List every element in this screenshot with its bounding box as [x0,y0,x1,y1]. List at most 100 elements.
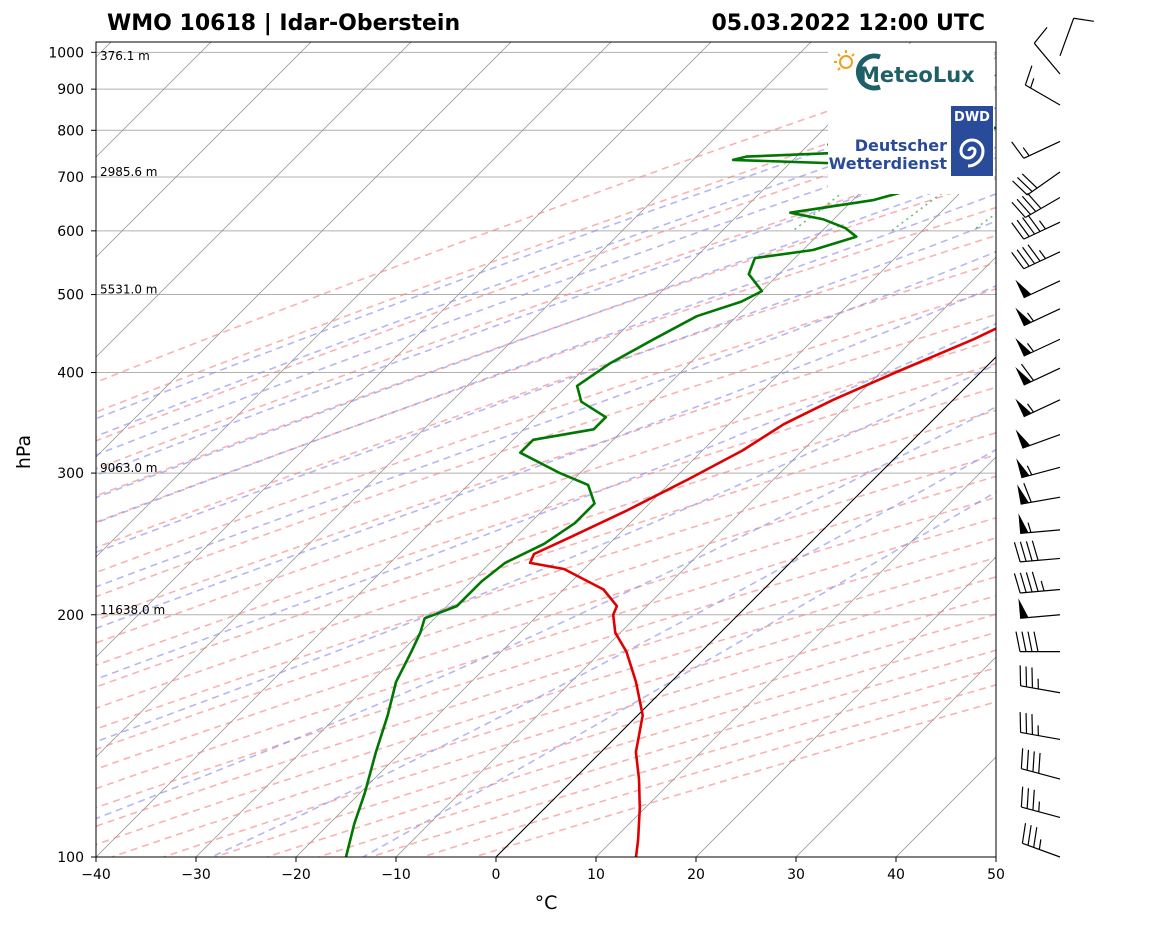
isotherm-gridline [96,42,412,358]
dry-adiabat [266,631,996,857]
x-tick-label: −10 [381,867,411,883]
isotherm-gridline [96,42,612,558]
wind-barb [1021,823,1061,858]
x-tick-label: −40 [81,867,111,883]
wind-barb [1015,307,1061,327]
wind-barb [1013,571,1061,594]
series-layer [344,126,996,857]
dry-adiabat [214,613,996,857]
height-label: 11638.0 m [100,603,165,617]
moist-adiabat [96,322,996,681]
wind-barb [1015,398,1061,418]
wind-barb [1020,786,1061,818]
dwd-logo: DWD Deutscher Wetterdienst [829,106,993,176]
wind-barb [1012,171,1061,196]
chart-title-datetime: 05.03.2022 12:00 UTC [711,11,985,36]
x-tick-label: −30 [181,867,211,883]
y-tick-label: 900 [57,82,84,98]
wind-barb [1011,192,1061,219]
x-tick-label: 20 [687,867,705,883]
wind-barb [1024,65,1061,106]
temperature-profile-line [528,327,996,857]
height-label: 5531.0 m [100,283,158,297]
wind-barb [1011,140,1061,159]
wind-barb [1018,513,1061,534]
height-label: 2985.6 m [100,165,158,179]
mixing-ratio-line [1153,42,1160,231]
dewpoint-profile-line [344,126,996,857]
dry-adiabat [96,234,996,549]
moist-adiabat [96,220,996,554]
dry-adiabat [96,537,996,828]
y-tick-label: 1000 [48,45,84,61]
wind-barb [1011,214,1061,240]
y-tick-label: 400 [57,366,84,382]
wind-barb [1015,363,1061,386]
isotherm-gridline [96,42,712,658]
wind-barb [1019,712,1061,741]
isotherm-gridline [695,556,996,857]
dwd-name-line1: Deutscher [855,136,947,155]
y-tick-label: 300 [57,466,84,482]
dry-adiabat [473,701,996,857]
wind-barb [1015,631,1060,653]
isotherm-gridline [595,456,996,857]
isotherm-gridline [96,42,512,458]
dwd-spiral-icon [959,138,985,168]
y-tick-label: 800 [57,123,84,139]
height-labels: 11638.0 m 9063.0 m 5531.0 m 2985.6 m 376.1 m [100,49,165,617]
mixing-ratio-line [1089,42,1160,231]
y-axis-label: hPa [13,435,35,469]
dry-adiabat [96,386,996,688]
moist-adiabat [211,448,996,857]
wind-barb [1016,458,1061,479]
dry-adiabat [96,288,996,598]
dwd-badge-text: DWD [954,110,990,125]
zero-isotherm [495,356,996,857]
moist-adiabat [96,363,996,743]
moist-adiabat [96,106,996,438]
sun-icon [834,50,855,71]
meteolux-swoosh-icon [856,53,881,91]
wind-barb [1015,429,1061,449]
isotherm-gridline [96,42,912,857]
dry-adiabat [96,117,996,442]
dry-adiabat [370,666,996,857]
dwd-name-line2: Wetterdienst [829,154,948,173]
y-tick-label: 700 [57,170,84,186]
wind-barb [1017,483,1061,505]
mixing-ratio-line [972,212,996,232]
wind-barb [1015,338,1061,357]
moist-adiabat [96,146,996,477]
dry-adiabat [96,409,996,710]
wind-barb [1011,244,1061,270]
dry-adiabat [96,338,996,644]
x-tick-label: 40 [887,867,905,883]
y-tick-label: 500 [57,288,84,304]
wind-barb [1015,279,1061,299]
dry-adiabat [96,453,996,751]
x-axis-ticks: −40 −30 −20 −10 0 10 20 30 40 50 [81,857,1005,883]
x-tick-label: 0 [492,867,501,883]
isotherm-gridline [0,42,11,857]
y-tick-label: 100 [57,850,84,866]
x-tick-label: 30 [787,867,805,883]
isotherm-gridline [96,42,812,758]
x-tick-label: −20 [281,867,311,883]
wind-barb [1019,665,1061,694]
isotherm-gridline [795,656,996,857]
meteolux-logo: MeteoLux [834,50,975,91]
dry-adiabat [422,684,996,857]
moist-adiabat [96,405,996,820]
wind-barb [1059,17,1094,57]
y-tick-label: 200 [57,608,84,624]
wind-barbs [1011,17,1094,858]
x-axis-label: °C [535,892,558,914]
y-axis-ticks: 100 200 300 400 500 600 700 800 900 1000 [48,45,96,866]
x-tick-label: 50 [987,867,1005,883]
meteolux-logo-text: MeteoLux [859,63,975,87]
dry-adiabat [163,594,996,857]
dry-adiabat [318,649,996,857]
y-tick-label: 600 [57,224,84,240]
